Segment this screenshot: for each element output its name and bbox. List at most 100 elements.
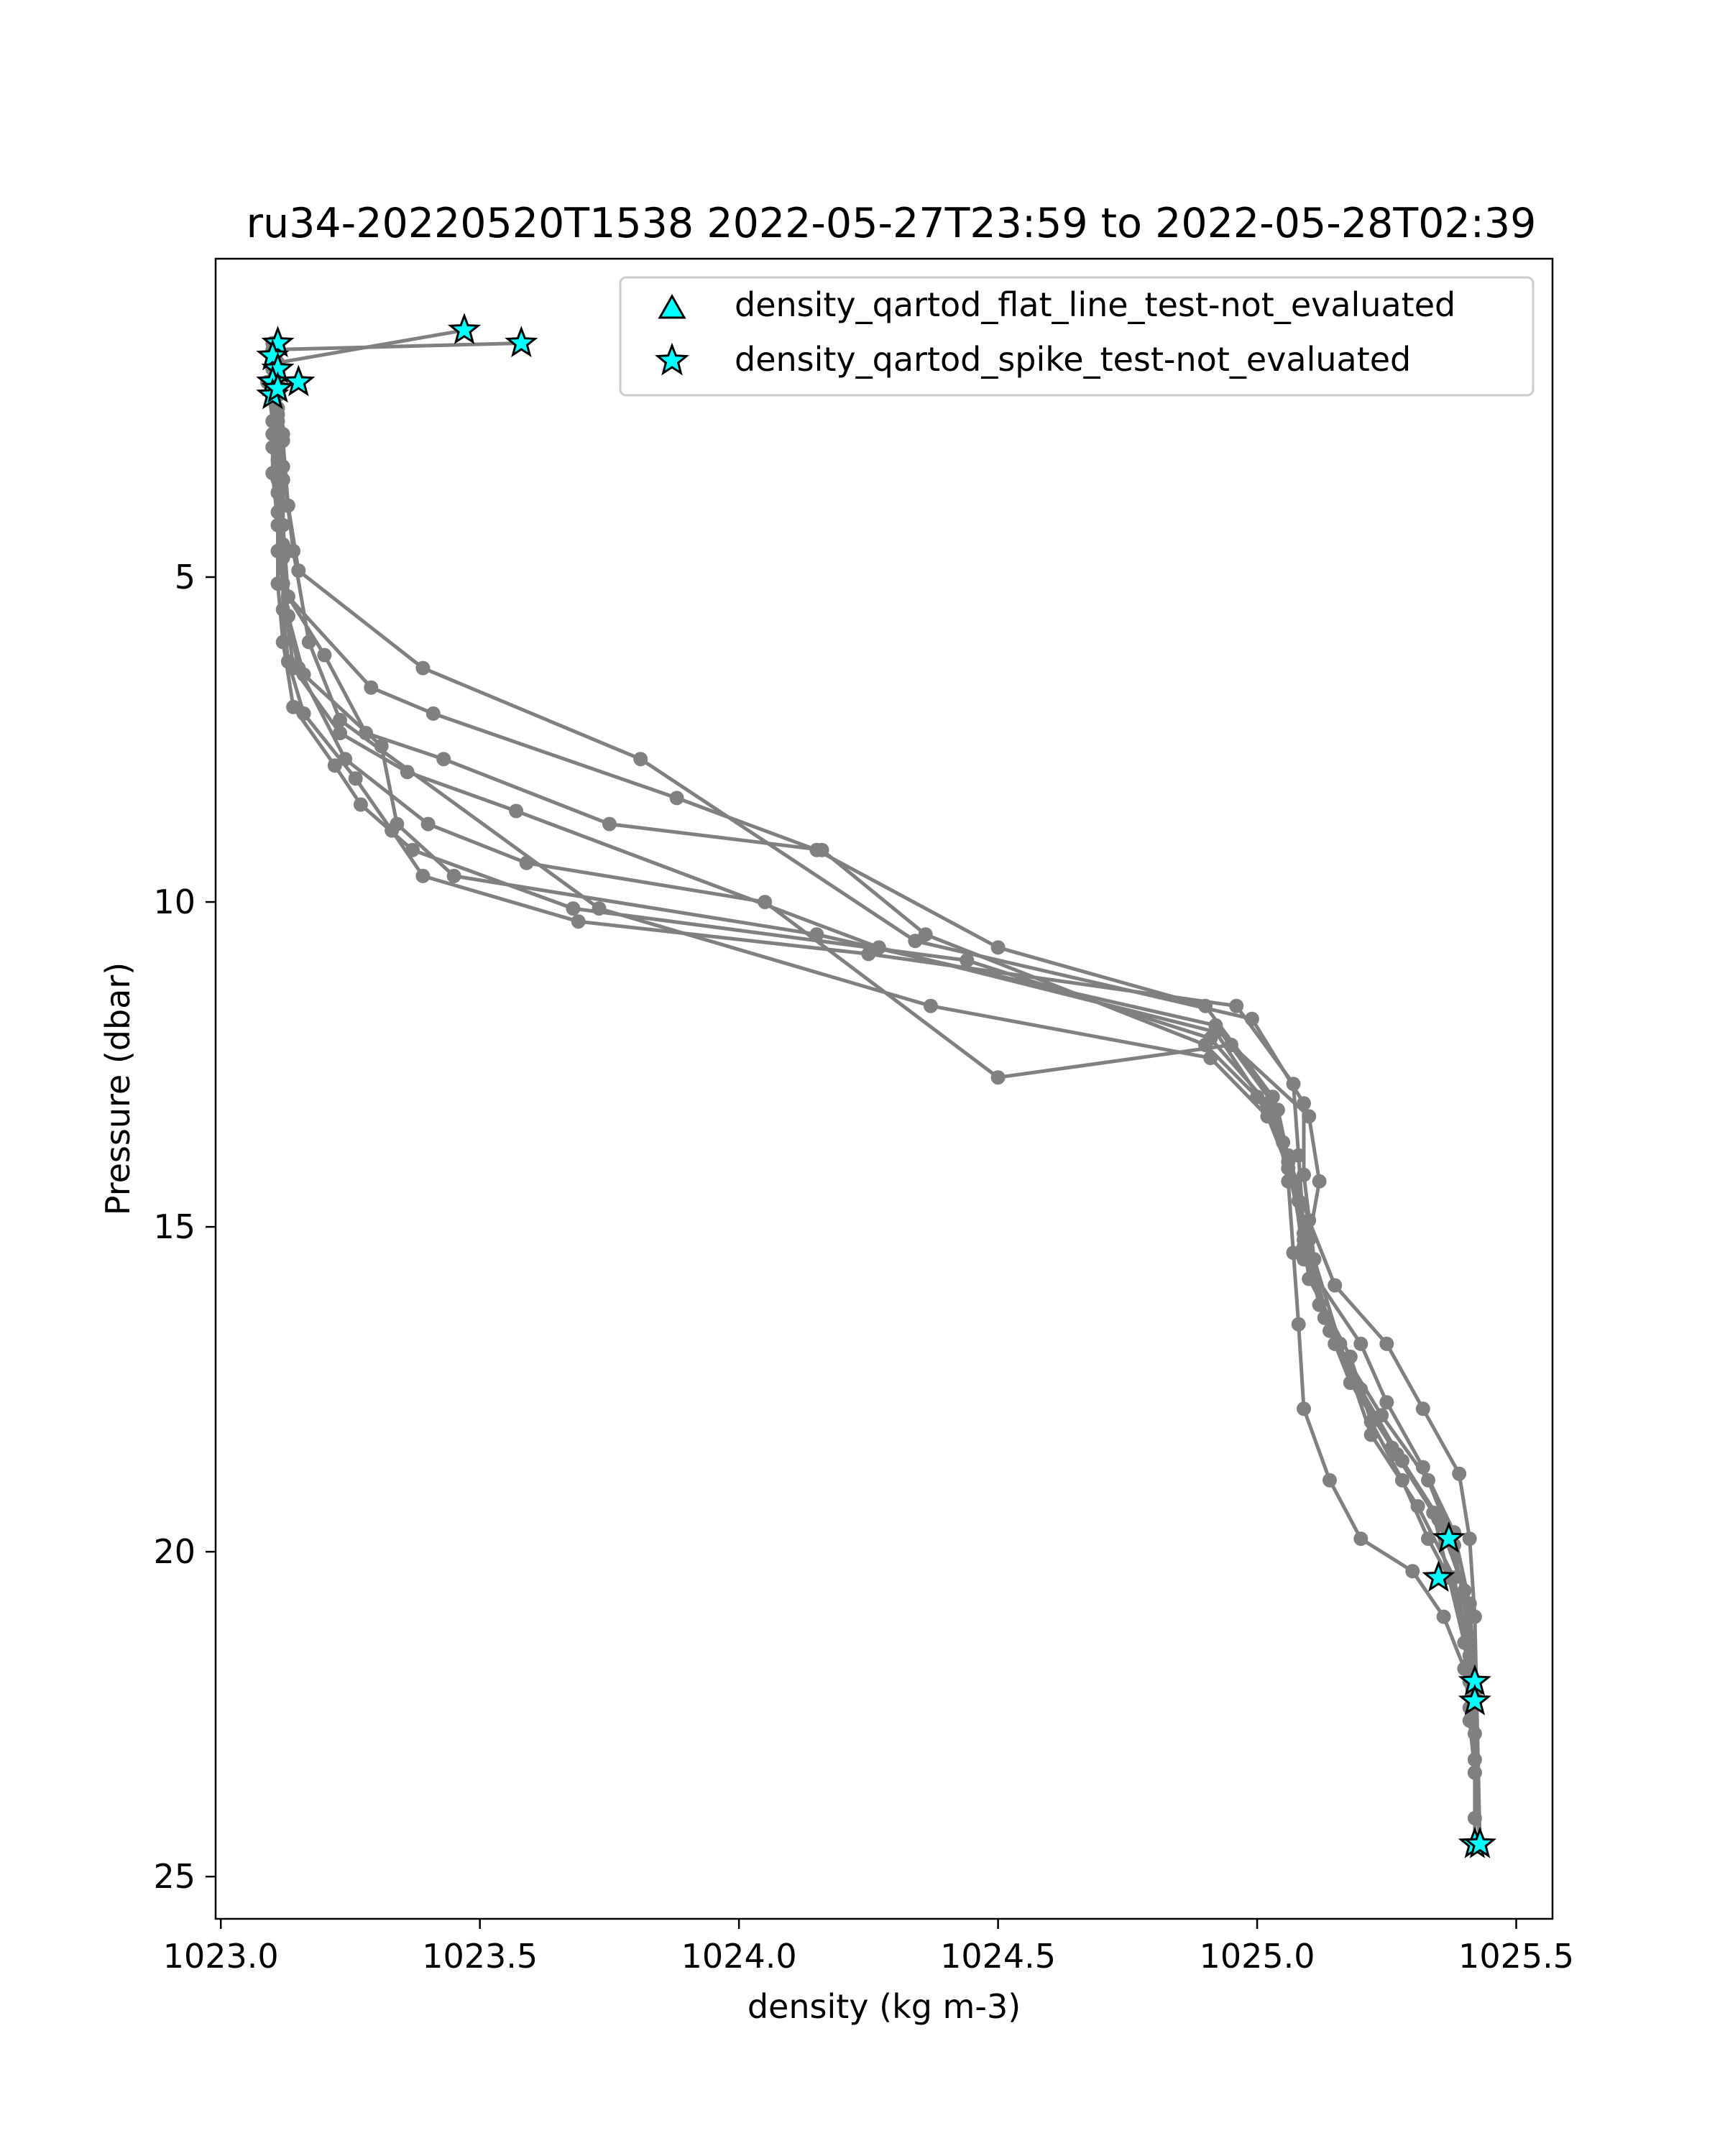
profile-point bbox=[1224, 1038, 1238, 1052]
profile-point bbox=[1208, 1024, 1223, 1039]
profile-point bbox=[758, 895, 773, 910]
profile-point bbox=[265, 466, 280, 481]
profile-point bbox=[446, 868, 461, 883]
profile-point bbox=[265, 427, 280, 442]
profile-point bbox=[1302, 1271, 1317, 1286]
profile-point bbox=[1436, 1609, 1451, 1624]
profile-point bbox=[1307, 1252, 1322, 1267]
profile-point bbox=[1405, 1564, 1420, 1579]
profile-point bbox=[1389, 1447, 1404, 1462]
profile-point bbox=[1297, 1233, 1311, 1248]
y-tick-label: 10 bbox=[153, 883, 196, 921]
x-tick-label: 1025.5 bbox=[1458, 1937, 1574, 1976]
profile-point bbox=[286, 660, 301, 676]
y-tick-label: 5 bbox=[175, 558, 196, 596]
profile-point bbox=[1297, 1401, 1311, 1416]
spike-star-marker bbox=[1463, 1826, 1497, 1858]
profile-point bbox=[592, 901, 607, 916]
profile-point bbox=[1394, 1473, 1409, 1488]
profile-point bbox=[286, 543, 301, 558]
profile-point bbox=[918, 927, 933, 942]
profile-point bbox=[1291, 1194, 1306, 1208]
profile-point bbox=[566, 901, 581, 916]
y-axis-ticks: 5 10 15 20 25 bbox=[153, 558, 216, 1896]
profile-point bbox=[1343, 1376, 1358, 1391]
profile-point bbox=[275, 433, 290, 448]
profile-point bbox=[602, 816, 617, 831]
spike-star-marker bbox=[261, 326, 295, 358]
profile-point bbox=[1374, 1408, 1389, 1423]
legend-star-icon bbox=[655, 342, 689, 376]
profile-point bbox=[359, 726, 374, 740]
profile-point bbox=[1312, 1297, 1327, 1312]
profile-point bbox=[1343, 1349, 1358, 1364]
profile-point bbox=[364, 680, 379, 695]
legend-triangle-icon bbox=[658, 293, 686, 319]
profile-point bbox=[1415, 1460, 1430, 1475]
profile-point bbox=[270, 485, 285, 500]
profile-point bbox=[1467, 1726, 1482, 1741]
profile-point bbox=[1302, 1109, 1317, 1124]
profile-point bbox=[1260, 1109, 1275, 1124]
profile-point bbox=[1297, 1252, 1311, 1267]
profile-point bbox=[333, 726, 347, 740]
profile-point bbox=[990, 1070, 1006, 1085]
profile-point bbox=[270, 517, 285, 533]
spike-star-marker bbox=[1458, 1683, 1491, 1715]
profile-point bbox=[990, 940, 1006, 955]
profile-point bbox=[275, 576, 290, 591]
spike-star-marker bbox=[256, 338, 290, 371]
x-axis-label: density (kg m-3) bbox=[748, 1987, 1021, 2026]
profile-point bbox=[1431, 1512, 1446, 1526]
profile-point bbox=[1379, 1336, 1394, 1351]
profile-point bbox=[270, 505, 285, 520]
x-tick-label: 1024.5 bbox=[940, 1937, 1056, 1976]
spike-star-marker bbox=[282, 364, 316, 397]
profile-point bbox=[1203, 1051, 1218, 1066]
profile-point bbox=[669, 791, 684, 806]
profile-point bbox=[415, 868, 431, 883]
profile-point bbox=[1467, 1609, 1482, 1624]
spike-test-markers bbox=[256, 313, 1497, 1858]
profile-point bbox=[275, 472, 290, 487]
profile-point bbox=[1421, 1473, 1435, 1488]
profile-point bbox=[1291, 1148, 1306, 1163]
profile-point bbox=[353, 797, 368, 812]
profile-point bbox=[1270, 1102, 1285, 1118]
profile-point bbox=[1457, 1583, 1472, 1598]
profile-point bbox=[1415, 1401, 1430, 1416]
profile-point bbox=[265, 440, 280, 455]
profile-point bbox=[301, 635, 316, 650]
profile-point bbox=[296, 667, 311, 682]
profile-point bbox=[270, 407, 285, 422]
profile-point bbox=[327, 758, 342, 773]
profile-point bbox=[1286, 1077, 1301, 1092]
profile-point bbox=[374, 739, 389, 754]
spike-star-marker bbox=[1422, 1560, 1455, 1592]
profile-point bbox=[420, 816, 436, 831]
profile-point bbox=[348, 771, 363, 786]
profile-point bbox=[415, 660, 431, 676]
profile-point bbox=[809, 927, 824, 942]
profile-point bbox=[871, 940, 886, 955]
profile-point bbox=[1328, 1278, 1343, 1293]
profile-point bbox=[296, 706, 311, 721]
profile-point bbox=[338, 752, 353, 767]
profile-point bbox=[1244, 1011, 1259, 1026]
chart-title: ru34-20220520T1538 2022-05-27T23:59 to 2… bbox=[247, 200, 1537, 247]
profile-point bbox=[908, 934, 923, 949]
y-tick-label: 20 bbox=[153, 1532, 196, 1571]
profile-point bbox=[286, 699, 301, 714]
profile-point bbox=[280, 589, 295, 604]
profile-point bbox=[1291, 1317, 1306, 1332]
legend: density_qartod_flat_line_test-not_evalua… bbox=[619, 276, 1535, 397]
profile-point bbox=[390, 816, 405, 831]
profile-point bbox=[1462, 1531, 1477, 1547]
profile-point bbox=[923, 998, 938, 1013]
profile-point bbox=[1333, 1336, 1348, 1351]
profile-point bbox=[1353, 1336, 1368, 1351]
spike-star-marker bbox=[261, 371, 295, 403]
spike-star-marker bbox=[447, 313, 482, 345]
profile-point bbox=[960, 953, 975, 968]
